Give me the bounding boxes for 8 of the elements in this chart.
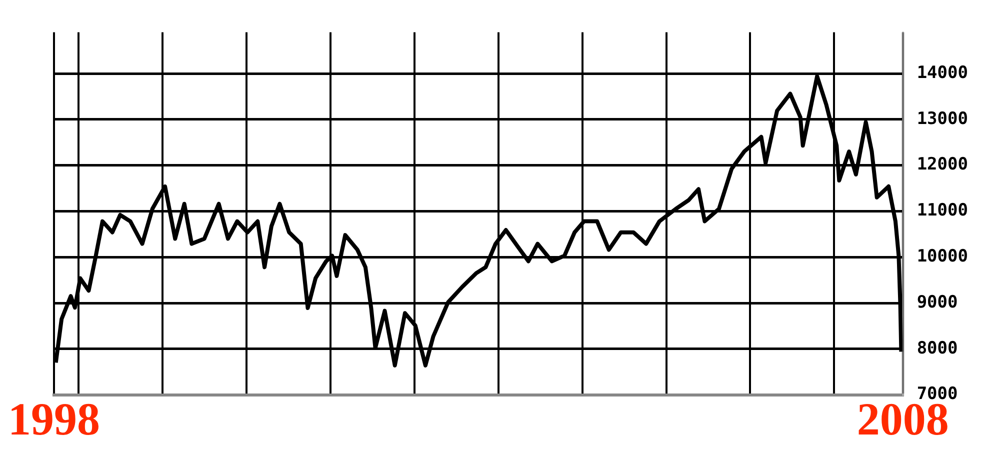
y-tick-label: 14000: [916, 62, 968, 83]
y-tick-label: 11000: [916, 200, 968, 221]
y-tick-label: 13000: [916, 108, 968, 129]
y-tick-label: 8000: [916, 338, 958, 358]
y-tick-label: 10000: [916, 246, 968, 267]
y-tick-label: 9000: [916, 292, 958, 312]
x-tick-label: 1998: [8, 393, 100, 444]
y-tick-label: 12000: [916, 154, 968, 175]
